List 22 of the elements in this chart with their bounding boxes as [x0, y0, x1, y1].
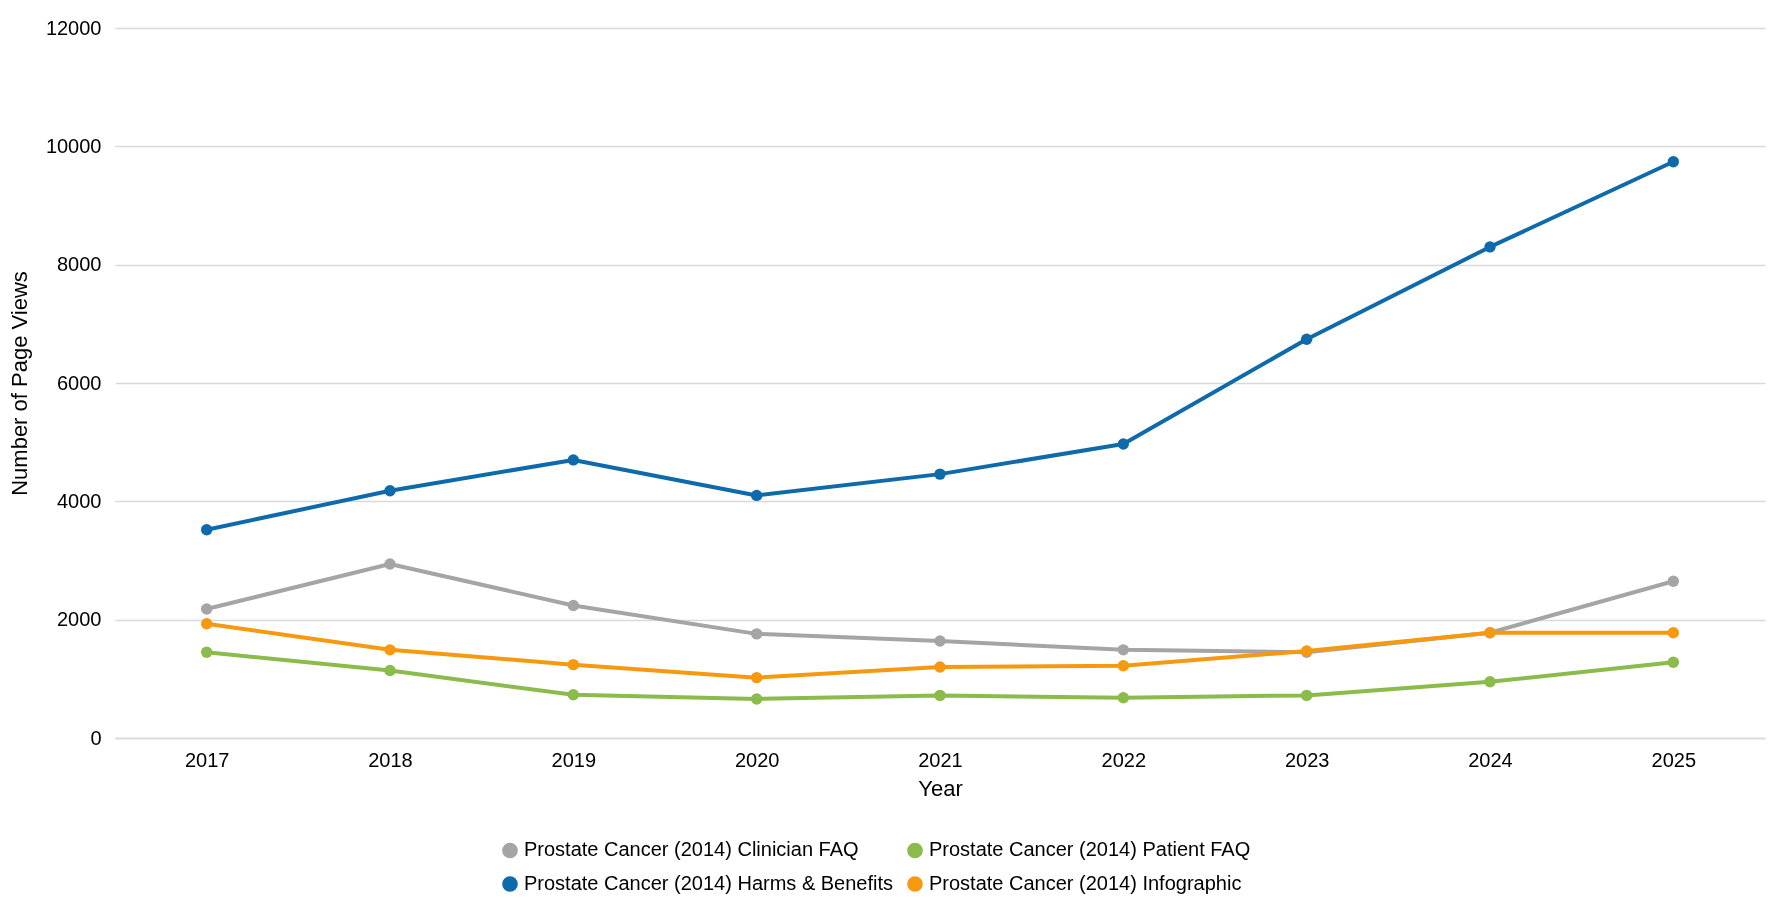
x-tick-label: 2018 [368, 748, 413, 771]
y-tick-label: 6000 [57, 371, 102, 394]
x-tick-label: 2022 [1101, 748, 1147, 771]
x-tick-label: 2020 [734, 748, 780, 771]
y-tick-label: 2000 [57, 608, 102, 631]
x-tick-label: 2023 [1284, 748, 1330, 771]
y-tick-label: 8000 [57, 253, 102, 276]
y-tick-label: 4000 [57, 489, 102, 512]
legend-label: Prostate Cancer (2014) Infographic [929, 872, 1242, 894]
y-tick-label: 10000 [45, 134, 102, 157]
legend-label: Prostate Cancer (2014) Clinician FAQ [524, 838, 859, 861]
legend-label: Prostate Cancer (2014) Patient FAQ [929, 838, 1251, 861]
legend-label: Prostate Cancer (2014) Harms & Benefits [524, 872, 894, 894]
x-tick-label: 2025 [1651, 748, 1697, 771]
y-axis-title: Number of Page Views [6, 271, 32, 496]
x-tick-label: 2019 [551, 748, 597, 771]
y-tick-label: 12000 [45, 16, 102, 39]
x-tick-label: 2024 [1468, 748, 1513, 771]
x-axis-title: Year [918, 775, 963, 801]
x-tick-label: 2017 [184, 748, 230, 771]
x-tick-label: 2021 [918, 748, 963, 771]
y-tick-label: 0 [90, 726, 102, 749]
